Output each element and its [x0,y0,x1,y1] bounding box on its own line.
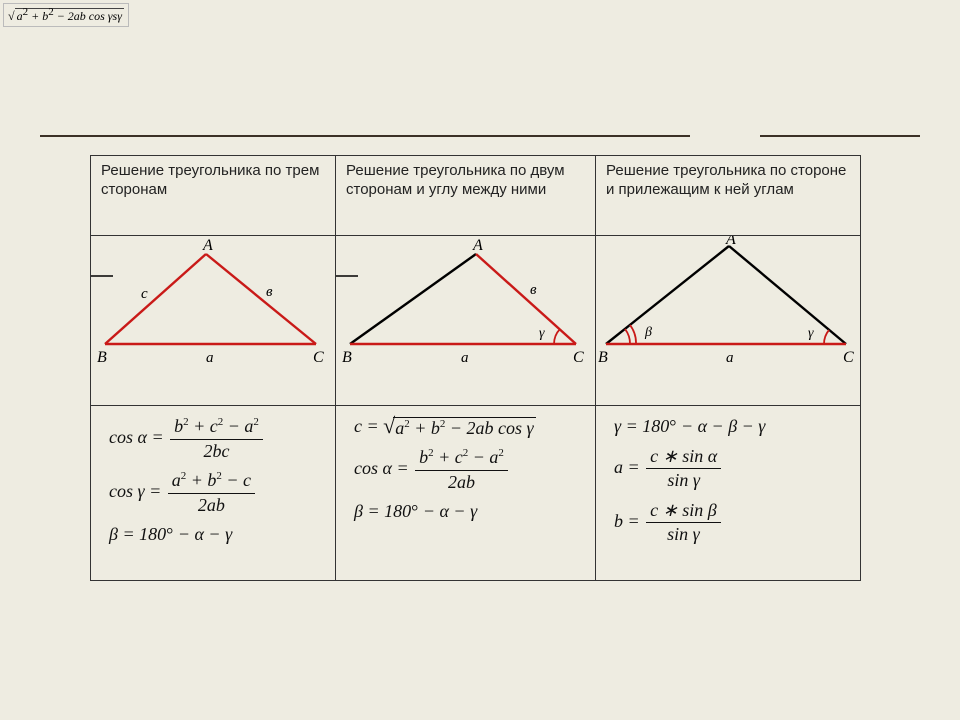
title-sss: Решение треугольника по трем сторонам [91,156,336,236]
formulas-asa: γ = 180° − α − β − γ a = c ∗ sin αsin γ … [596,406,861,581]
side-b [476,254,576,344]
label-C: C [313,349,324,366]
f-asa-3: b = c ∗ sin βsin γ [614,500,852,546]
diagram-asa: A B C a β γ [596,236,861,406]
label-C: C [843,349,854,366]
label-side-a: a [726,350,734,366]
label-A: A [202,237,213,254]
side-b [206,254,316,344]
f-sas-3: β = 180° − α − γ [354,501,587,523]
f-sss-2: cos γ = a2 + b2 − c2ab [109,470,327,516]
formulas-sss: cos α = b2 + c2 − a22bc cos γ = a2 + b2 … [91,406,336,581]
angle-gamma-arc [554,329,560,344]
side-c [606,246,729,344]
label-beta: β [644,325,652,340]
horizontal-rule [40,135,690,137]
label-B: B [97,349,107,366]
label-side-a: a [206,350,214,366]
label-side-c: c [141,286,148,302]
f-sss-1: cos α = b2 + c2 − a22bc [109,416,327,462]
f-sss-3: β = 180° − α − γ [109,524,327,546]
title-asa: Решение треугольника по стороне и прилеж… [596,156,861,236]
label-gamma: γ [539,326,545,341]
angle-beta-arc1 [625,329,630,344]
label-C: C [573,349,584,366]
triangle-sas-svg: A B C в a γ [336,236,596,406]
formulas-sas: c = √a2 + b2 − 2ab cos γ cos α = b2 + c2… [336,406,596,581]
label-gamma: γ [808,326,814,341]
angle-gamma-arc [824,330,829,344]
label-A: A [725,236,736,248]
top-formula-text: √a2 + b2 − 2ab cos γsγ [8,8,124,23]
top-law-of-cosines: √a2 + b2 − 2ab cos γsγ [3,3,129,27]
side-c [350,254,476,344]
f-sas-2: cos α = b2 + c2 − a22ab [354,447,587,493]
diagram-sas: A B C в a γ [336,236,596,406]
label-B: B [342,349,352,366]
label-side-b: в [530,282,537,298]
diagram-row: A B C c в a A B C в a γ [91,236,861,406]
title-row: Решение треугольника по трем сторонам Ре… [91,156,861,236]
side-c [105,254,206,344]
diagram-sss: A B C c в a [91,236,336,406]
horizontal-rule-stub [760,135,920,137]
triangle-sss-svg: A B C c в a [91,236,336,406]
formula-row: cos α = b2 + c2 − a22bc cos γ = a2 + b2 … [91,406,861,581]
angle-beta-arc2 [630,325,636,344]
label-side-a: a [461,350,469,366]
title-sas: Решение треугольника по двум сторонам и … [336,156,596,236]
label-side-b: в [266,284,273,300]
f-asa-2: a = c ∗ sin αsin γ [614,446,852,492]
side-b [729,246,846,344]
triangle-asa-svg: A B C a β γ [596,236,861,406]
solutions-table: Решение треугольника по трем сторонам Ре… [90,155,861,581]
label-B: B [598,349,608,366]
f-sas-1: c = √a2 + b2 − 2ab cos γ [354,416,587,439]
f-asa-1: γ = 180° − α − β − γ [614,416,852,438]
label-A: A [472,237,483,254]
